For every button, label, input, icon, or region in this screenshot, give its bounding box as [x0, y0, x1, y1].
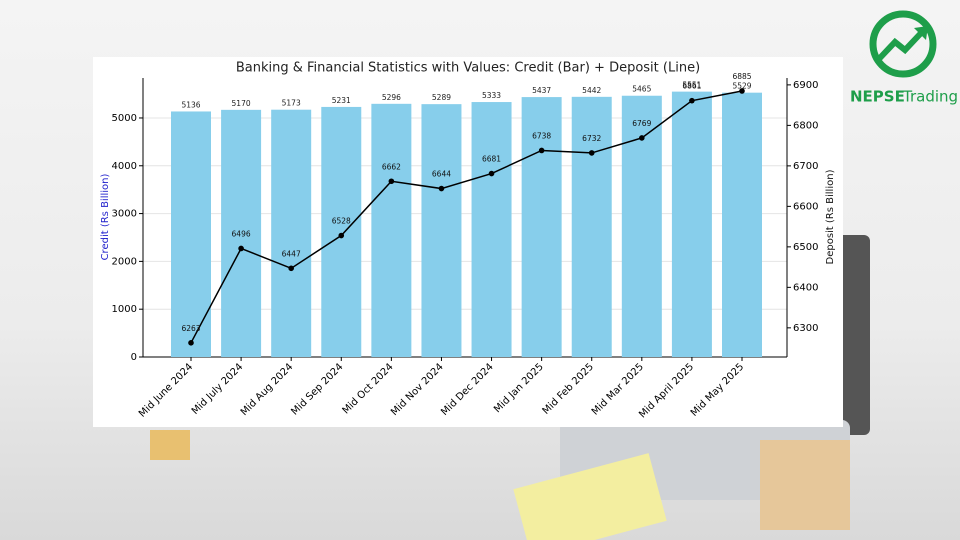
y-tick-label: 4000 [112, 161, 137, 172]
bar [521, 97, 562, 357]
bar-value-label: 5551 [682, 81, 701, 90]
bar [571, 96, 612, 357]
point-value-label: 6861 [682, 82, 701, 91]
bar [321, 106, 362, 357]
point-value-label: 6681 [482, 155, 501, 164]
y2-tick-label: 6600 [793, 201, 818, 212]
y-tick-label: 5000 [112, 113, 137, 124]
y-tick-label: 0 [131, 352, 137, 363]
point-value-label: 6885 [732, 72, 751, 81]
bar [421, 104, 462, 358]
bar-value-label: 5173 [282, 99, 301, 108]
y-tick-label: 2000 [112, 256, 137, 267]
y-tick-label: 3000 [112, 209, 137, 220]
chart-title: Banking & Financial Statistics with Valu… [236, 61, 700, 76]
point-value-label: 6662 [382, 162, 401, 171]
logo-arrow [875, 29, 925, 63]
chart-panel [93, 57, 843, 427]
wooden-box [760, 440, 850, 530]
bar [271, 109, 312, 357]
bar-value-label: 5442 [582, 86, 601, 95]
point-value-label: 6496 [232, 229, 251, 238]
point [639, 135, 645, 141]
bar [471, 102, 512, 357]
point-value-label: 6738 [532, 131, 551, 140]
bar [171, 111, 211, 358]
point [338, 232, 345, 239]
bar [671, 91, 712, 358]
point [739, 88, 745, 94]
point [538, 147, 545, 154]
bar [221, 109, 262, 358]
point-value-label: 6263 [181, 324, 200, 333]
y2-tick-label: 6500 [793, 242, 818, 253]
point [288, 265, 294, 272]
logo-ring [869, 10, 937, 78]
point-value-label: 6644 [432, 170, 451, 179]
sticky-notes [513, 453, 667, 540]
point [388, 178, 395, 185]
point-value-label: 6732 [582, 134, 601, 143]
bar-value-label: 5529 [732, 82, 751, 91]
bar-value-label: 5231 [332, 96, 351, 105]
bar-value-label: 5296 [382, 93, 401, 102]
point-value-label: 6769 [632, 119, 651, 128]
bar-value-label: 5333 [482, 91, 501, 100]
logo-bold: NEPSE [850, 88, 905, 106]
y2-tick-label: 6800 [793, 120, 818, 131]
point [689, 97, 695, 104]
bar-value-label: 5170 [232, 99, 251, 108]
logo-arrowhead [914, 26, 928, 40]
point-value-label: 6447 [282, 249, 301, 258]
bar [371, 103, 412, 357]
point [438, 185, 445, 192]
y2-tick-label: 6300 [793, 323, 818, 334]
bar [722, 92, 762, 357]
y-tick-label: 1000 [112, 304, 137, 315]
point [588, 150, 595, 156]
y2-tick-label: 6700 [793, 161, 818, 172]
bar-value-label: 5136 [181, 100, 200, 109]
y-axis-label: Credit (Rs Billion) [100, 173, 111, 260]
deposit-line [190, 90, 743, 344]
calculator [150, 430, 190, 460]
logo-light: Trading [902, 88, 958, 106]
bar-value-label: 5465 [632, 85, 651, 94]
y2-tick-label: 6400 [793, 282, 818, 293]
y2-tick-label: 6900 [793, 80, 818, 91]
bar [621, 95, 662, 357]
point [188, 340, 194, 346]
point [488, 170, 495, 177]
point-value-label: 6528 [332, 217, 351, 226]
point [238, 245, 244, 252]
y2-axis-label: Deposit (Rs Billion) [825, 169, 836, 264]
bar-value-label: 5437 [532, 86, 551, 95]
bar-value-label: 5289 [432, 93, 451, 102]
